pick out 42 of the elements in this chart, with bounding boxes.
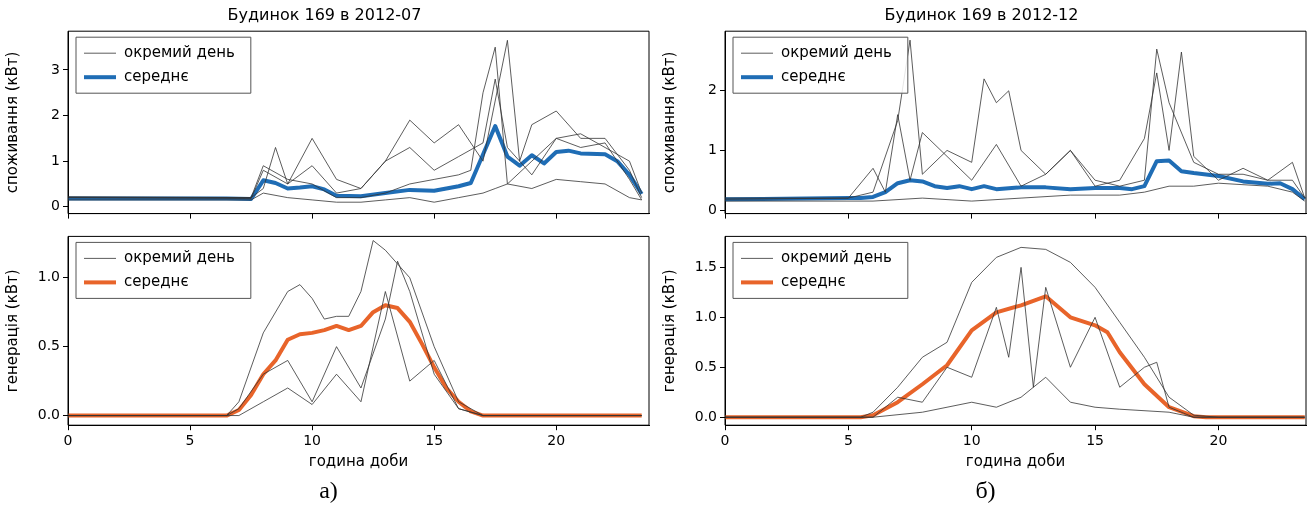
y-tick-label: 2 <box>708 81 717 98</box>
x-tick-label: 5 <box>185 432 195 449</box>
x-tick-label: 15 <box>425 432 444 449</box>
x-axis-title: година доби <box>308 451 409 470</box>
x-axis-title: година доби <box>965 451 1066 470</box>
x-tick-label: 10 <box>303 432 322 449</box>
legend-label: окремий день <box>781 248 892 267</box>
x-tick-label: 5 <box>843 432 853 449</box>
y-axis-title: генерація (кВт) <box>2 269 21 393</box>
x-tick-label: 0 <box>63 432 73 449</box>
x-tick-label: 20 <box>1209 432 1228 449</box>
y-tick-label: 0 <box>51 197 60 214</box>
x-tick-label: 15 <box>1086 432 1104 449</box>
y-tick-label: 1.0 <box>37 268 60 285</box>
x-tick-label: 0 <box>720 432 730 449</box>
x-tick-label: 20 <box>547 432 566 449</box>
legend-label: середнє <box>124 272 189 291</box>
legend-label: окремий день <box>124 43 235 62</box>
chart-title: Будинок 169 в 2012-07 <box>227 4 422 24</box>
text: а) <box>318 476 339 505</box>
y-axis-title: споживання (кВт) <box>659 51 678 194</box>
y-tick-label: 0.0 <box>37 406 60 423</box>
chart-title: Будинок 169 в 2012-12 <box>884 4 1079 24</box>
y-axis-title: генерація (кВт) <box>659 269 678 393</box>
y-tick-label: 0.5 <box>37 337 60 354</box>
legend-label: середнє <box>781 272 846 291</box>
y-tick-label: 0.5 <box>694 357 717 374</box>
x-tick-label: 10 <box>962 432 981 449</box>
y-tick-label: 1.5 <box>694 258 717 275</box>
legend-label: середнє <box>781 67 846 86</box>
y-tick-label: 1 <box>51 151 60 168</box>
y-tick-label: 2 <box>51 106 60 123</box>
y-axis-title: споживання (кВт) <box>2 51 21 194</box>
y-tick-label: 3 <box>51 60 60 77</box>
legend-label: середнє <box>124 67 189 86</box>
y-tick-label: 1.0 <box>694 307 717 324</box>
y-tick-label: 0 <box>708 200 717 217</box>
text: б) <box>974 476 997 505</box>
legend-label: окремий день <box>124 248 235 267</box>
y-tick-label: 1 <box>708 141 717 158</box>
y-tick-label: 0.0 <box>694 407 717 424</box>
legend-label: окремий день <box>781 43 892 62</box>
